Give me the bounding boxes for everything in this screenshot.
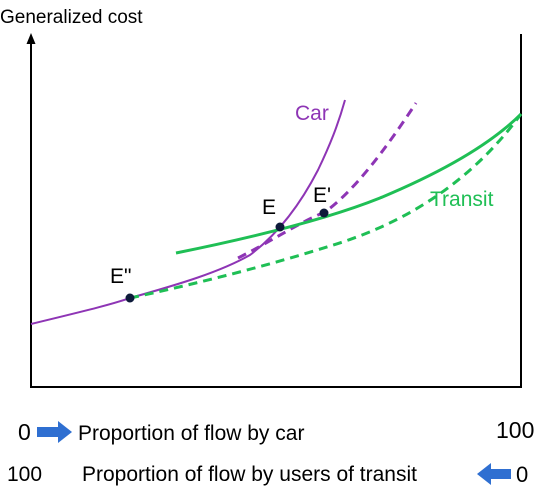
equilibrium-point-e-prime	[319, 208, 329, 218]
point-label-e: E	[262, 196, 276, 219]
transit-scale-start: 100	[7, 463, 42, 486]
y-axis-label: Generalized cost	[0, 7, 143, 28]
point-label-e-prime: E'	[313, 184, 331, 207]
equilibrium-point-e	[275, 222, 285, 232]
car-scale-end: 100	[496, 417, 534, 443]
transit-cost-curve	[175, 112, 523, 255]
transit-cost-curve-shifted	[129, 113, 523, 300]
right-arrow-icon	[37, 421, 72, 443]
car-cost-curve	[30, 99, 346, 325]
equilibrium-point-e-double-prime	[125, 293, 135, 303]
point-label-e-double-prime: E"	[110, 265, 131, 288]
car-proportion-label: Proportion of flow by car	[78, 422, 304, 445]
car-curve-label: Car	[295, 102, 329, 125]
transit-proportion-label: Proportion of flow by users of transit	[82, 463, 417, 486]
transit-scale-end: 0	[516, 462, 528, 487]
left-arrow-icon	[477, 463, 511, 485]
car-scale-start: 0	[18, 419, 31, 445]
y-axis-arrowhead	[26, 33, 36, 44]
transit-curve-label: Transit	[430, 188, 494, 211]
